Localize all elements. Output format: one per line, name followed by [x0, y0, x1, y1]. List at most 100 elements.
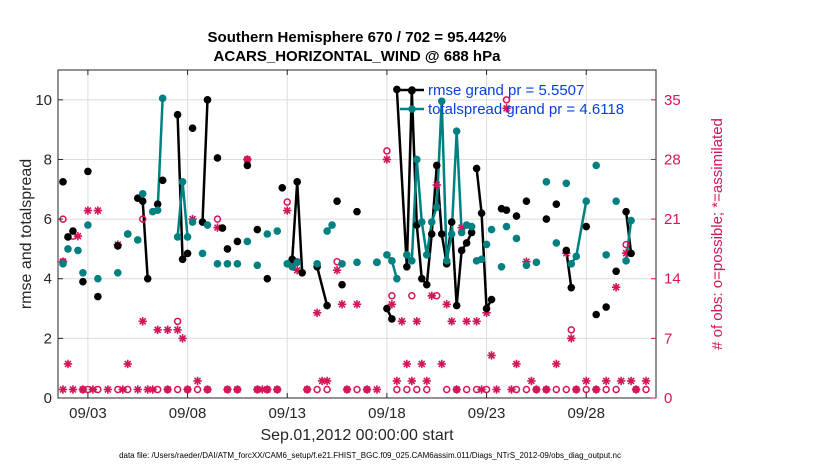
obs-possible-marker: [213, 215, 222, 223]
rmse-marker: [447, 218, 456, 226]
y-tick-label: 6: [44, 211, 52, 228]
obs-assimilated-marker: [83, 206, 93, 215]
rmse-marker: [582, 222, 591, 231]
obs-assimilated-marker: [153, 325, 162, 335]
rmse-marker: [452, 301, 461, 310]
totalspread-marker: [447, 230, 456, 238]
obs-assimilated-marker: [472, 317, 481, 326]
rmse-marker: [552, 200, 561, 208]
totalspread-marker: [477, 255, 486, 264]
rmse-marker: [263, 274, 272, 283]
rmse-marker: [512, 212, 521, 220]
totalspread-marker: [114, 268, 122, 277]
rmse-line: [565, 250, 573, 288]
rmse-marker: [602, 303, 610, 311]
totalspread-marker: [417, 218, 426, 226]
rmse-marker: [94, 292, 102, 301]
rmse-marker: [427, 230, 436, 238]
totalspread-marker: [567, 260, 576, 268]
obs-assimilated-marker: [447, 317, 456, 326]
y-tick-label: 4: [44, 271, 52, 288]
obs-possible-marker: [642, 385, 650, 394]
obs-assimilated-marker: [417, 359, 426, 369]
totalspread-marker: [442, 257, 451, 265]
totalspread-marker: [452, 127, 461, 135]
obs-assimilated-marker: [626, 376, 636, 386]
y-tick-label: 0: [44, 390, 52, 407]
obs-assimilated-marker: [492, 385, 501, 394]
obs-assimilated-marker: [322, 376, 332, 386]
obs-possible-marker: [283, 198, 291, 206]
totalspread-marker: [393, 274, 401, 283]
rmse-marker: [69, 227, 77, 235]
y-axis-label-right: # of obs: o=possible; *=assimilated: [709, 118, 726, 350]
legend-marker-rmse: [408, 86, 416, 94]
obs-assimilated-marker: [103, 385, 113, 394]
totalspread-marker: [158, 94, 167, 103]
y-tick-label-right: 0: [664, 390, 672, 407]
obs-assimilated-marker: [542, 385, 551, 394]
rmse-marker: [293, 178, 302, 186]
totalspread-marker: [138, 189, 147, 198]
rmse-marker: [417, 274, 426, 283]
obs-assimilated-marker: [422, 376, 431, 386]
obs-assimilated-marker: [283, 206, 292, 215]
rmse-marker: [253, 225, 262, 234]
rmse-marker: [173, 110, 182, 119]
rmse-marker: [278, 183, 287, 192]
totalspread-marker: [293, 258, 302, 267]
totalspread-marker: [542, 178, 551, 186]
obs-assimilated-marker: [163, 325, 172, 335]
rmse-marker: [158, 176, 167, 185]
obs-assimilated-marker: [362, 385, 372, 394]
totalspread-marker: [427, 218, 436, 226]
ticks: 09/03 09/08 09/13 09/18 09/23 09/28 0 2 4 6 8 10 0 7 1…: [35, 70, 681, 422]
obs-assimilated-marker: [477, 385, 486, 394]
totalspread-marker: [582, 197, 591, 205]
totalspread-marker: [233, 260, 242, 268]
totalspread-marker: [522, 261, 531, 270]
rmse-marker: [502, 206, 511, 214]
totalspread-marker: [353, 258, 361, 267]
obs-assimilated-marker: [123, 359, 132, 369]
totalspread-marker: [64, 245, 72, 253]
rmse-marker: [462, 239, 471, 247]
totalspread-marker: [74, 246, 82, 255]
obs-assimilated-marker: [432, 180, 441, 190]
y-tick-label: 10: [35, 92, 52, 109]
totalspread-marker: [432, 203, 441, 211]
rmse-marker: [457, 246, 466, 255]
rmse-line: [315, 266, 329, 306]
obs-assimilated-marker: [63, 359, 73, 369]
obs-assimilated-marker: [178, 334, 187, 343]
y-tick-label-right: 35: [664, 92, 681, 109]
totalspread-marker: [94, 274, 102, 283]
x-tick-label: 09/13: [268, 405, 306, 422]
rmse-marker: [213, 154, 222, 162]
obs-assimilated-marker: [73, 231, 83, 241]
totalspread-marker: [422, 251, 431, 259]
rmse-marker: [353, 207, 361, 216]
rmse-marker: [84, 167, 92, 176]
totalspread-marker: [413, 155, 421, 164]
obs-assimilated-marker: [592, 385, 601, 394]
obs-assimilated-marker: [337, 300, 347, 309]
obs-assimilated-marker: [263, 385, 272, 394]
obs-assimilated-marker: [273, 385, 282, 394]
rmse-marker: [59, 178, 67, 186]
obs-assimilated-marker: [302, 385, 312, 394]
obs-possible-marker: [383, 147, 391, 155]
rmse-marker: [233, 237, 242, 246]
obs-assimilated-marker: [68, 385, 78, 394]
x-tick-label: 09/03: [69, 405, 107, 422]
totalspread-marker: [288, 263, 297, 271]
rmse-marker: [79, 277, 87, 286]
totalspread-marker: [153, 206, 162, 214]
obs-assimilated-marker: [532, 385, 541, 394]
obs-possible-marker: [388, 292, 396, 300]
x-tick-label: 09/18: [368, 405, 406, 422]
obs-assimilated-marker: [512, 359, 521, 369]
obs-assimilated-marker: [641, 376, 651, 386]
rmse-marker: [218, 224, 227, 232]
obs-assimilated-marker: [58, 385, 68, 394]
